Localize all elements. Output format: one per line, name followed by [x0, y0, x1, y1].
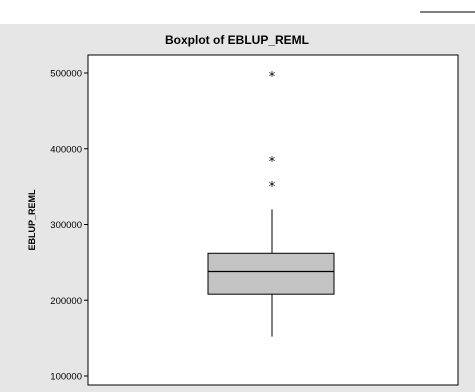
plot-area	[88, 55, 458, 385]
chart-title: Boxplot of EBLUP_REML	[165, 33, 309, 47]
y-axis-label: EBLUP_REML	[27, 189, 37, 251]
y-tick-label: 500000	[50, 69, 82, 80]
y-tick-label: 300000	[50, 220, 82, 231]
outlier-point: *	[269, 155, 276, 170]
y-tick-label: 400000	[50, 144, 82, 155]
outlier-point: *	[269, 70, 276, 85]
y-tick-label: 200000	[50, 296, 82, 307]
iqr-box	[208, 253, 334, 294]
y-tick-label: 100000	[50, 372, 82, 383]
outlier-point: *	[269, 180, 276, 195]
